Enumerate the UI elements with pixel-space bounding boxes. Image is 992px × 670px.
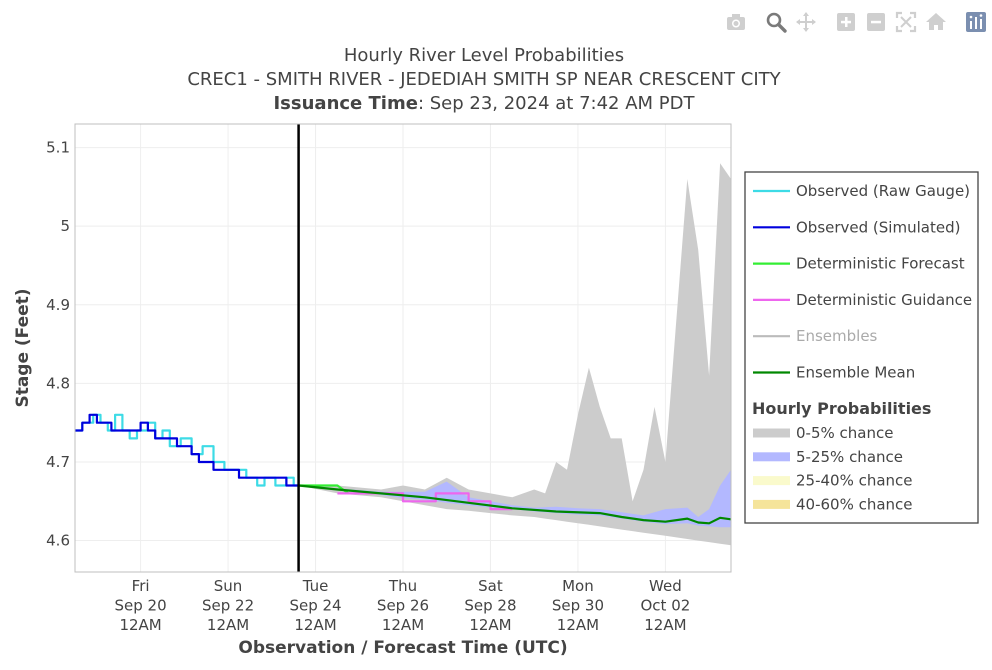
zoom-in-icon[interactable] xyxy=(834,10,858,34)
legend-band-label: 0-5% chance xyxy=(796,424,893,442)
x-tick-label: Sep 26 xyxy=(377,597,429,615)
x-tick-label: 12AM xyxy=(644,616,686,634)
y-tick-label: 4.6 xyxy=(46,532,70,550)
x-tick-label: Wed xyxy=(649,577,682,595)
probability-bands xyxy=(298,163,731,546)
legend-band-label: 5-25% chance xyxy=(796,448,903,466)
y-tick-label: 5.1 xyxy=(46,139,70,157)
plot-area[interactable] xyxy=(74,123,732,573)
issuance-line: Issuance Time: Sep 23, 2024 at 7:42 AM P… xyxy=(273,93,695,114)
y-tick-label: 4.8 xyxy=(46,374,70,392)
legend: Observed (Raw Gauge) Observed (Simulated)… xyxy=(744,171,979,524)
series-ensemble-mean xyxy=(298,484,731,525)
issuance-value: : Sep 23, 2024 at 7:42 AM PDT xyxy=(418,93,696,114)
autoscale-icon[interactable] xyxy=(894,10,918,34)
legend-label: Observed (Raw Gauge) xyxy=(796,182,970,200)
x-tick-label: Sun xyxy=(214,577,243,595)
y-axis-title: Stage (Feet) xyxy=(13,288,33,407)
x-tick-label: Sep 22 xyxy=(202,597,254,615)
series-observed-raw-gauge- xyxy=(75,413,299,487)
x-tick-label: 12AM xyxy=(557,616,599,634)
x-tick-label: Sep 20 xyxy=(115,597,167,615)
modebar xyxy=(724,10,988,34)
x-tick-label: 12AM xyxy=(294,616,336,634)
y-tick-label: 4.7 xyxy=(46,453,70,471)
reset-axes-icon[interactable] xyxy=(924,10,948,34)
legend-label: Ensembles xyxy=(796,327,878,345)
x-tick-label: Sep 30 xyxy=(552,597,604,615)
x-tick-label: Sep 24 xyxy=(289,597,341,615)
x-tick-label: Oct 02 xyxy=(641,597,691,615)
plot-frame xyxy=(74,123,732,573)
x-tick-label: Fri xyxy=(132,577,150,595)
y-tick-label: 4.9 xyxy=(46,296,70,314)
x-axis-title: Observation / Forecast Time (UTC) xyxy=(238,638,567,658)
chart-subtitle: CREC1 - SMITH RIVER - JEDEDIAH SMITH SP … xyxy=(187,69,781,90)
camera-icon[interactable] xyxy=(724,10,748,34)
chart-title: Hourly River Level Probabilities xyxy=(344,45,624,66)
x-tick-label: 12AM xyxy=(382,616,424,634)
x-tick-label: Thu xyxy=(388,577,417,595)
y-tick-labels: 4.6 4.7 4.8 4.9 5 5.1 xyxy=(46,139,70,550)
legend-label: Ensemble Mean xyxy=(796,364,915,382)
x-tick-label: Mon xyxy=(562,577,594,595)
band-5-25-chance xyxy=(298,469,731,528)
legend-label: Observed (Simulated) xyxy=(796,218,960,236)
legend-group-title: Hourly Probabilities xyxy=(752,399,931,418)
x-tick-label: Sep 28 xyxy=(464,597,516,615)
legend-band-label: 25-40% chance xyxy=(796,472,913,490)
series-lines xyxy=(75,413,731,525)
legend-band-swatch xyxy=(753,452,790,462)
pan-icon[interactable] xyxy=(794,10,818,34)
zoom-icon[interactable] xyxy=(764,10,788,34)
legend-box xyxy=(744,171,979,524)
band-0-5-chance xyxy=(298,163,731,546)
series-observed-simulated- xyxy=(75,413,299,487)
x-tick-label: 12AM xyxy=(119,616,161,634)
legend-label: Deterministic Guidance xyxy=(796,291,972,309)
zoom-out-icon[interactable] xyxy=(864,10,888,34)
x-tick-label: Tue xyxy=(302,577,329,595)
y-tick-label: 5 xyxy=(60,217,70,235)
legend-band-swatch xyxy=(753,428,790,438)
x-tick-label: Sat xyxy=(478,577,503,595)
legend-band-swatch xyxy=(753,499,790,509)
plotly-logo-icon[interactable] xyxy=(964,10,988,34)
legend-band-swatch xyxy=(753,476,790,486)
legend-band-label: 40-60% chance xyxy=(796,495,913,513)
x-tick-label: 12AM xyxy=(469,616,511,634)
x-tick-label: 12AM xyxy=(207,616,249,634)
legend-label: Deterministic Forecast xyxy=(796,255,965,273)
issuance-label: Issuance Time xyxy=(273,93,417,114)
